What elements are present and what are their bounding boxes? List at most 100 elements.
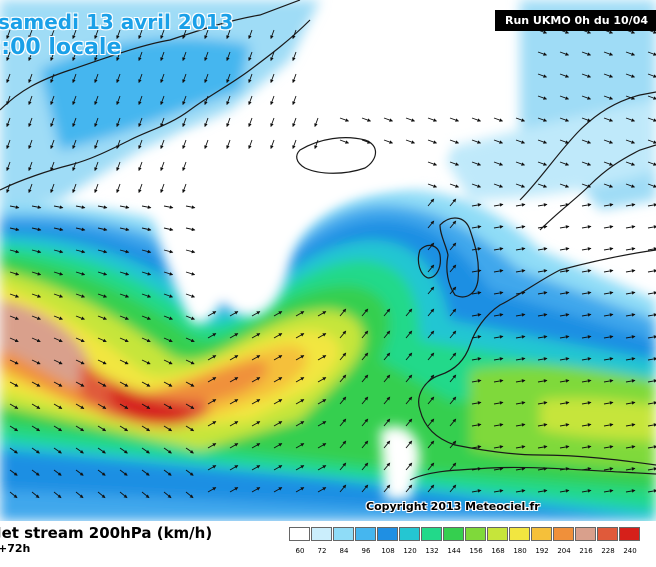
wind-arrow [647, 95, 656, 100]
wind-arrow [339, 330, 347, 339]
wind-arrow [449, 198, 457, 207]
wind-arrow [31, 293, 42, 298]
wind-arrow [9, 491, 18, 499]
wind-arrow [185, 271, 196, 276]
wind-arrow [160, 95, 165, 106]
wind-arrow [6, 73, 11, 84]
wind-arrow [31, 205, 42, 209]
legend-swatch [333, 527, 354, 541]
wind-arrow [9, 337, 19, 343]
wind-arrow [383, 418, 391, 427]
wind-arrow [625, 269, 636, 273]
wind-arrow [339, 462, 347, 471]
wind-arrow [625, 161, 636, 166]
wind-arrow [647, 445, 656, 449]
wind-arrow [493, 269, 504, 273]
greenland-coast [0, 0, 311, 191]
wind-arrow [163, 337, 173, 343]
wind-arrow [471, 467, 482, 471]
wind-arrow [75, 249, 86, 254]
wind-arrow [273, 399, 283, 405]
wind-arrow [97, 337, 107, 343]
wind-arrow [185, 469, 194, 476]
wind-arrow [493, 335, 504, 339]
wind-arrow [270, 139, 275, 150]
wind-arrow [204, 117, 209, 128]
wind-arrow [647, 225, 656, 229]
wind-arrow [471, 445, 482, 449]
wind-arrow [248, 73, 253, 84]
legend-bar: Jet stream 200hPa (km/h) +72h 60 72 84 96 10… [0, 521, 656, 567]
wind-arrow [471, 161, 482, 166]
wind-arrow [119, 403, 129, 409]
wind-arrow [182, 73, 187, 84]
wind-arrow [9, 359, 19, 365]
wind-arrow [226, 51, 231, 62]
legend-swatch [289, 527, 310, 541]
wind-arrow [361, 396, 369, 405]
wind-arrow [537, 95, 548, 100]
wind-arrow [603, 139, 614, 144]
wind-arrow [449, 352, 457, 361]
wind-arrow [97, 271, 108, 276]
wind-arrow [251, 333, 261, 339]
wind-arrow [317, 399, 327, 405]
wind-arrow [119, 491, 128, 499]
legend-swatch [399, 527, 420, 541]
wind-arrow [72, 73, 77, 84]
wind-arrow [163, 271, 174, 276]
wind-arrow [75, 205, 86, 209]
wind-arrow [471, 247, 482, 251]
wind-arrow [405, 139, 416, 144]
wind-arrow [449, 462, 457, 471]
wind-arrow [295, 377, 305, 383]
wind-arrow [207, 311, 217, 317]
legend-label: 168 [491, 547, 505, 555]
legend-swatch [487, 527, 508, 541]
wind-arrow [493, 423, 504, 427]
wind-arrow [182, 51, 187, 62]
wind-arrow [559, 203, 570, 207]
wind-arrow [138, 161, 143, 172]
wind-arrow [97, 491, 106, 499]
wind-arrow [647, 291, 656, 295]
wind-arrow [515, 269, 526, 273]
wind-arrow [226, 95, 231, 106]
legend-label: 240 [623, 547, 637, 555]
wind-arrow [116, 161, 121, 172]
wind-arrow [449, 264, 457, 273]
wind-arrow [163, 315, 173, 320]
wind-arrow [163, 469, 172, 476]
wind-arrow [493, 445, 504, 449]
wind-arrow [53, 359, 63, 365]
wind-arrow [185, 337, 195, 343]
wind-arrow [493, 225, 504, 229]
wind-arrow [581, 117, 592, 122]
legend-label: 120 [403, 547, 417, 555]
wind-arrow [72, 161, 77, 172]
run-info-badge: Run UKMO 0h du 10/04 [494, 10, 656, 31]
legend-label: 156 [469, 547, 483, 555]
wind-arrow [471, 183, 482, 188]
wind-arrow [427, 264, 435, 273]
wind-arrow [163, 205, 174, 209]
wind-arrow [53, 491, 62, 499]
wind-arrow [405, 117, 416, 122]
wind-arrow [339, 484, 347, 493]
wind-arrow [559, 445, 570, 449]
wind-arrow [273, 377, 283, 383]
wind-arrow [204, 95, 209, 106]
wind-arrow [295, 487, 305, 493]
wind-arrow [314, 139, 319, 150]
wind-arrow [251, 421, 261, 427]
wind-arrow [75, 381, 85, 387]
wind-arrow [537, 401, 548, 405]
wind-arrow [427, 117, 438, 122]
wind-arrow [361, 440, 369, 449]
wind-arrow [603, 225, 614, 229]
wind-arrow [449, 440, 457, 449]
wind-arrow [119, 271, 130, 276]
legend-label: 204 [557, 547, 571, 555]
wind-arrow [94, 73, 99, 84]
wind-arrow [119, 205, 130, 209]
